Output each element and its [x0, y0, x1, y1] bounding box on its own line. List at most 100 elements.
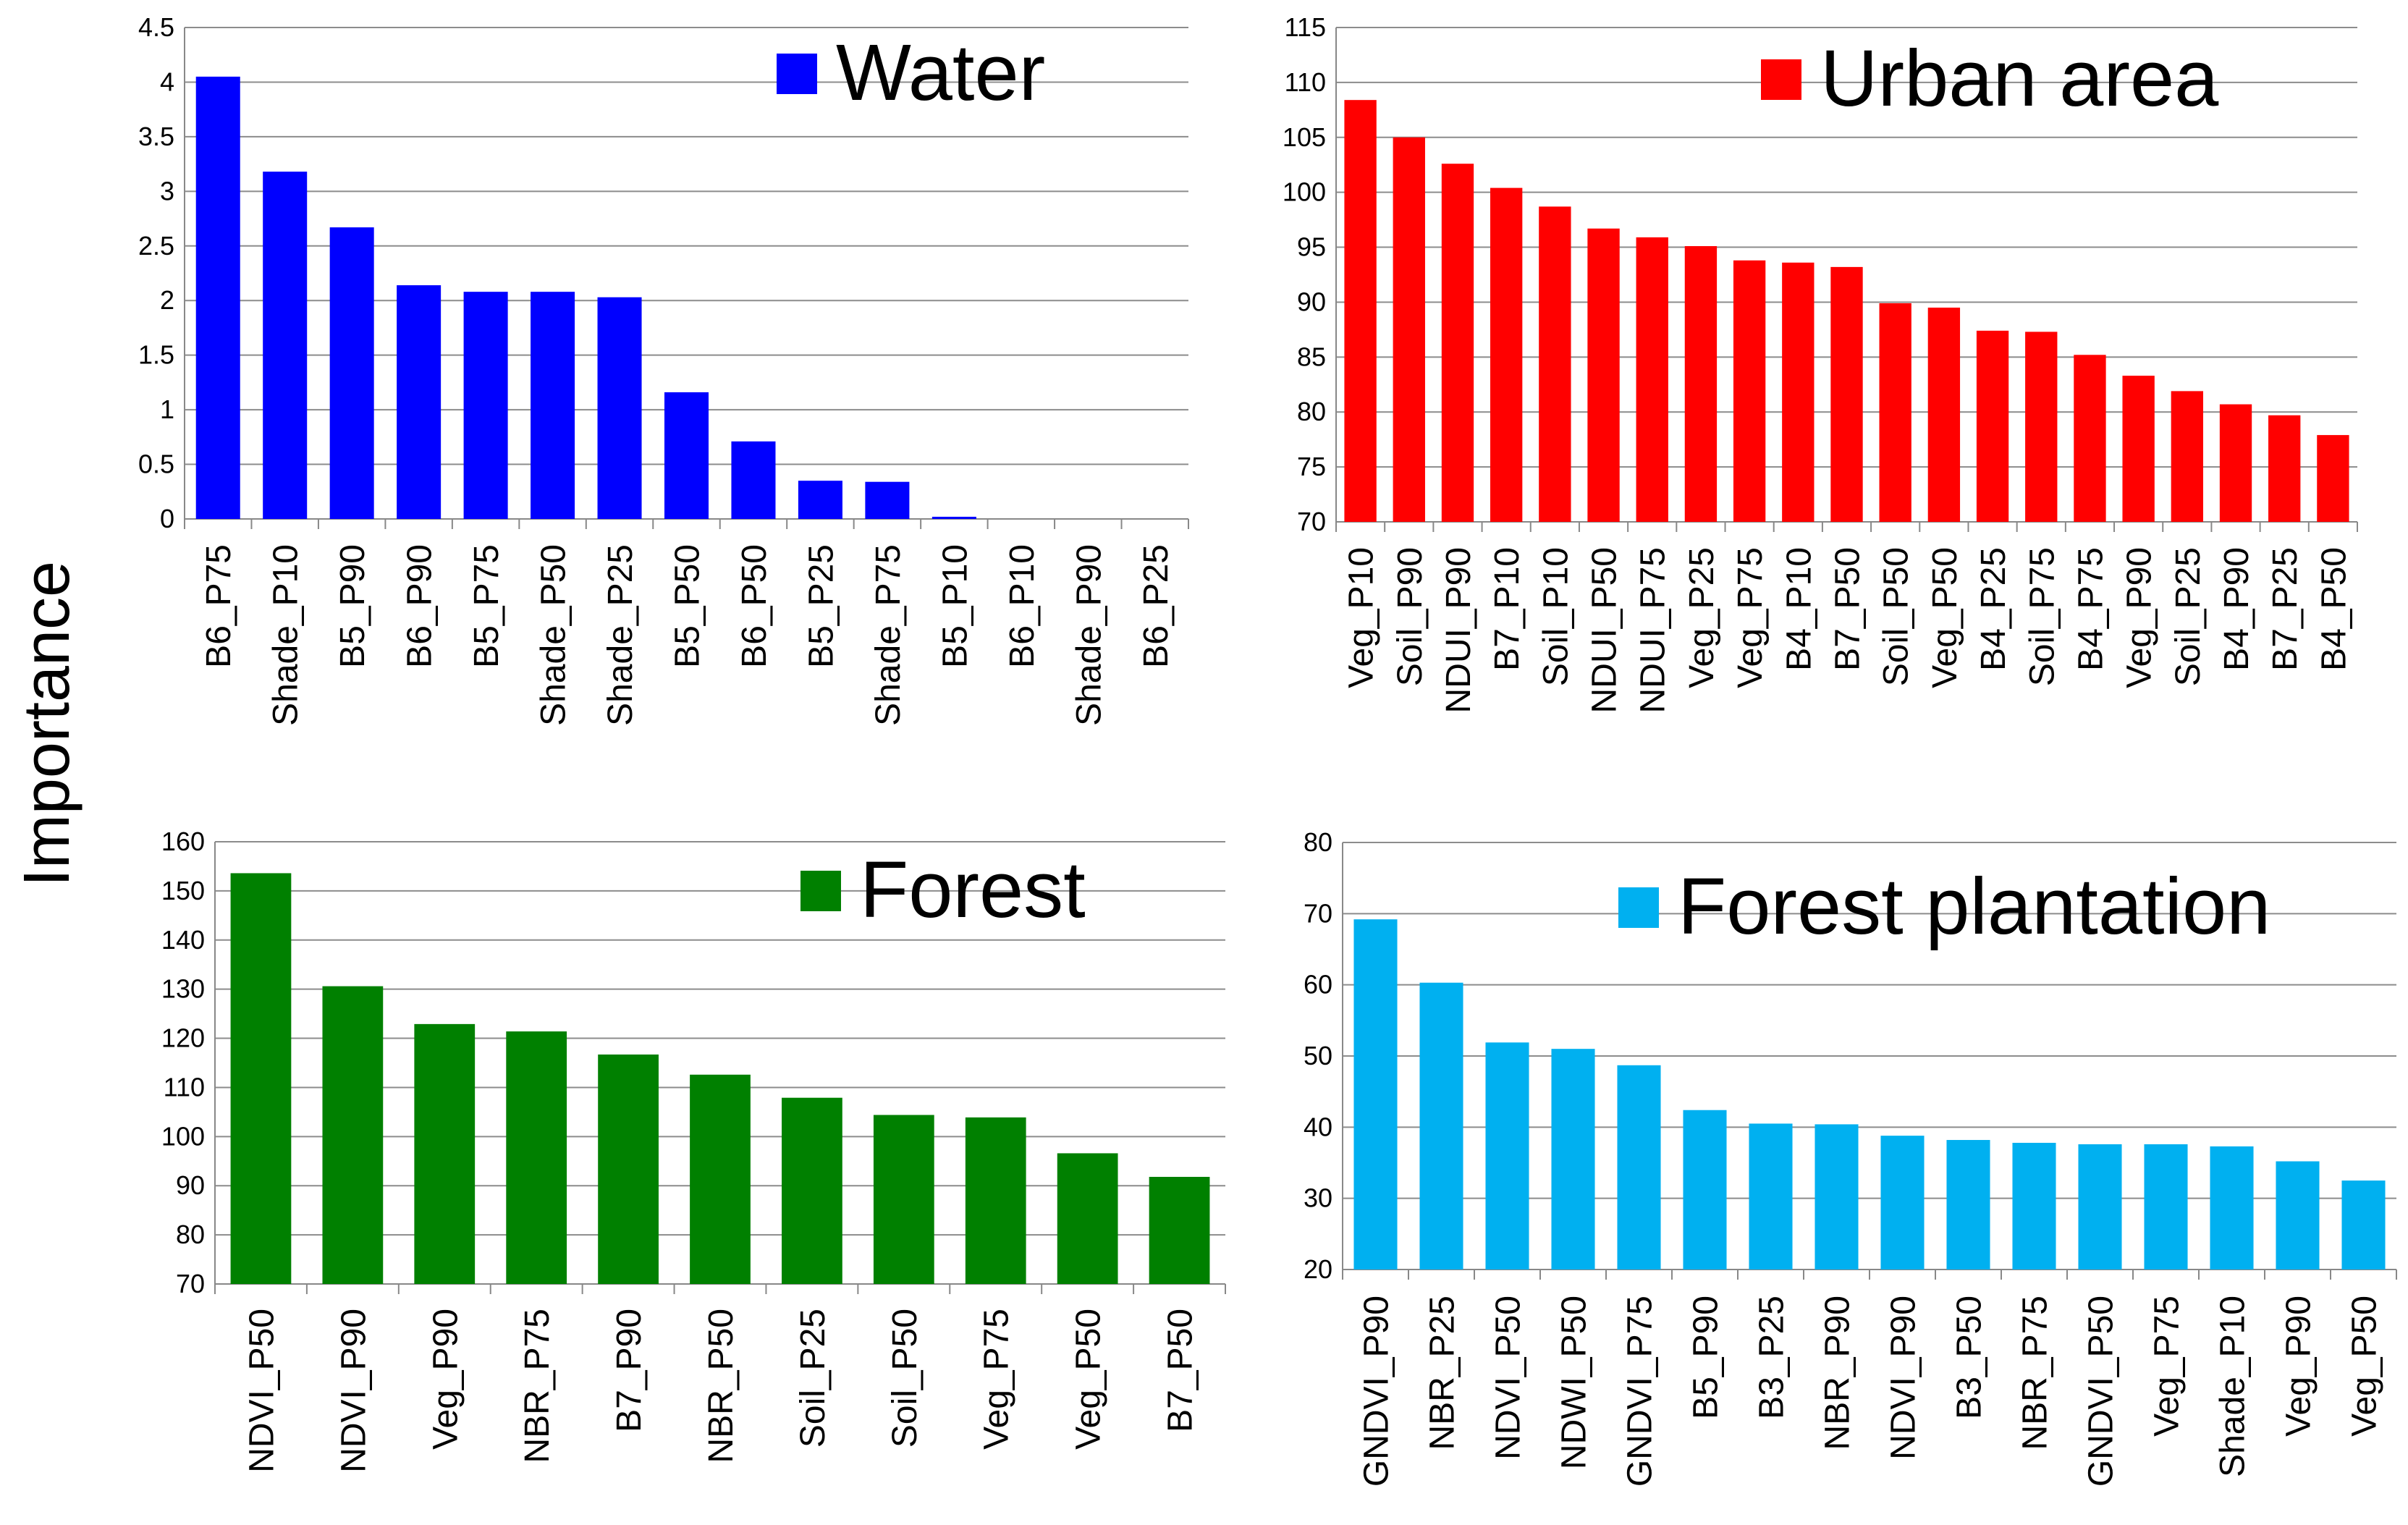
y-tick-label: 30	[1304, 1183, 1332, 1213]
y-tick-label: 80	[1297, 397, 1326, 426]
y-tick-label: 0.5	[138, 449, 174, 479]
bar-b7-p90	[598, 1054, 659, 1284]
bar-b5-p90	[1683, 1110, 1727, 1270]
bar-shade-p10	[263, 172, 308, 519]
y-tick-label: 60	[1304, 970, 1332, 1000]
x-tick-label: B4_P10	[1780, 547, 1818, 671]
y-tick-label: 80	[1304, 827, 1332, 857]
bar-b5-p10	[931, 516, 976, 519]
bar-b4-p10	[1782, 262, 1815, 522]
y-tick-label: 105	[1283, 122, 1326, 152]
bar-veg-p10	[1344, 100, 1377, 522]
bar-b5-p90	[329, 227, 374, 519]
x-tick-label: NBR_P50	[702, 1309, 740, 1463]
x-tick-label: B7_P50	[1829, 547, 1867, 671]
x-tick-label: Veg_P90	[426, 1309, 465, 1450]
x-tick-label: Soil_P25	[2169, 547, 2208, 686]
chart-water: 0 0.5 1 1.5 2 2.5 3 3.5 4 4.5 B6_P75 Shade_P10 B5_P9…	[138, 12, 1189, 726]
x-tick-label: Soil_P50	[886, 1309, 924, 1448]
y-tick-label: 140	[161, 925, 205, 955]
y-tick-label: 3	[160, 176, 174, 206]
bar-ndvi-p50	[230, 873, 292, 1284]
bar-veg-p75	[1733, 260, 1766, 522]
x-tick-label: B4_P90	[2218, 547, 2256, 671]
bar-b7-p50	[1830, 266, 1863, 522]
legend-label: Forest	[860, 845, 1086, 934]
y-tick-label: 95	[1297, 232, 1326, 262]
x-tick-label: Shade_P10	[2214, 1296, 2252, 1477]
x-tick-label: Shade_P75	[869, 544, 908, 726]
bar-gndvi-p50	[2078, 1144, 2122, 1270]
x-tick-label: Veg_P90	[2280, 1296, 2318, 1437]
x-tick-label: NDUI_P90	[1440, 547, 1478, 713]
bar-b7-p50	[1149, 1177, 1210, 1284]
y-tick-label: 0	[160, 504, 174, 533]
x-tick-label: Veg_P10	[1343, 547, 1381, 688]
y-tick-label: 2.5	[138, 231, 174, 261]
y-tick-label: 20	[1304, 1254, 1332, 1284]
bar-b6-p75	[195, 76, 240, 519]
chart-forest: 70 80 90 100 110 120 130 140 150 160 NDVI_P50 NDVI_…	[161, 827, 1226, 1473]
y-axis-label: Importance	[11, 561, 83, 887]
bar-nbr-p75	[2012, 1142, 2056, 1270]
y-tick-label: 50	[1304, 1041, 1332, 1070]
x-tick-label: Veg_P25	[1683, 547, 1721, 688]
bar-veg-p90	[2276, 1161, 2320, 1270]
bar-b4-p50	[2317, 435, 2349, 522]
y-tick-label: 160	[161, 827, 205, 856]
legend-swatch	[800, 871, 841, 911]
bar-veg-p50	[1057, 1153, 1118, 1284]
x-tick-label: GNDVI_P50	[2082, 1296, 2121, 1487]
bar-nbr-p25	[1419, 982, 1463, 1270]
chart-urban-area: 70 75 80 85 90 95 100 105 110 115 Veg_P10 Soil_P90 N…	[1283, 12, 2358, 713]
x-tick-label: NDUI_P75	[1634, 547, 1673, 713]
bar-veg-p75	[2144, 1144, 2188, 1270]
y-tick-label: 100	[161, 1121, 205, 1151]
x-tick-label: B6_P75	[200, 544, 238, 668]
bar-shade-p50	[531, 292, 575, 519]
x-tick-label: B5_P90	[1687, 1296, 1725, 1419]
bar-b4-p75	[2074, 355, 2106, 522]
y-tick-label: 85	[1297, 342, 1326, 371]
bar-ndvi-p90	[1880, 1136, 1925, 1270]
y-tick-label: 80	[176, 1220, 205, 1249]
y-tick-label: 150	[161, 876, 205, 905]
x-tick-label: Shade_P10	[267, 544, 305, 726]
x-tick-label: B7_P25	[2266, 547, 2305, 671]
bar-b5-p50	[664, 392, 709, 519]
x-tick-label: Veg_P50	[2346, 1296, 2384, 1437]
bar-nbr-p90	[1815, 1124, 1859, 1270]
y-tick-label: 90	[176, 1170, 205, 1200]
x-tick-label: NDVI_P50	[1490, 1296, 1528, 1460]
bar-shade-p10	[2210, 1146, 2254, 1270]
x-tick-label: NBR_P90	[1819, 1296, 1857, 1450]
x-tick-label: B4_P50	[2315, 547, 2353, 671]
x-tick-label: GNDVI_P75	[1621, 1296, 1660, 1487]
x-tick-label: NDUI_P50	[1586, 547, 1624, 713]
x-tick-label: B6_P50	[735, 544, 774, 668]
x-tick-label: NDWI_P50	[1555, 1296, 1594, 1469]
x-tick-label: Soil_P25	[794, 1309, 832, 1448]
bar-soil-p90	[1393, 137, 1425, 522]
y-tick-label: 3.5	[138, 122, 174, 151]
x-tick-label: NBR_P75	[518, 1309, 557, 1463]
legend-label: Water	[836, 28, 1045, 117]
x-tick-label: B5_P75	[468, 544, 506, 668]
bar-soil-p25	[782, 1097, 842, 1284]
bar-nbr-p75	[506, 1031, 567, 1284]
bar-soil-p50	[1879, 303, 1911, 522]
y-tick-label: 110	[164, 1072, 205, 1102]
y-tick-label: 110	[1285, 67, 1326, 97]
bar-b4-p25	[1976, 330, 2009, 522]
bar-veg-p50	[2341, 1180, 2386, 1270]
bar-b6-p90	[397, 285, 442, 519]
bar-b3-p25	[1749, 1123, 1793, 1270]
y-tick-label: 70	[1297, 507, 1326, 536]
x-tick-label: B6_P25	[1137, 544, 1175, 668]
bar-b7-p25	[2268, 415, 2301, 522]
bar-gndvi-p90	[1353, 919, 1398, 1270]
bar-ndvi-p90	[322, 986, 384, 1284]
x-tick-label: Veg_P50	[1926, 547, 1964, 688]
x-tick-label: Veg_P90	[2121, 547, 2159, 688]
bar-veg-p75	[965, 1117, 1026, 1284]
